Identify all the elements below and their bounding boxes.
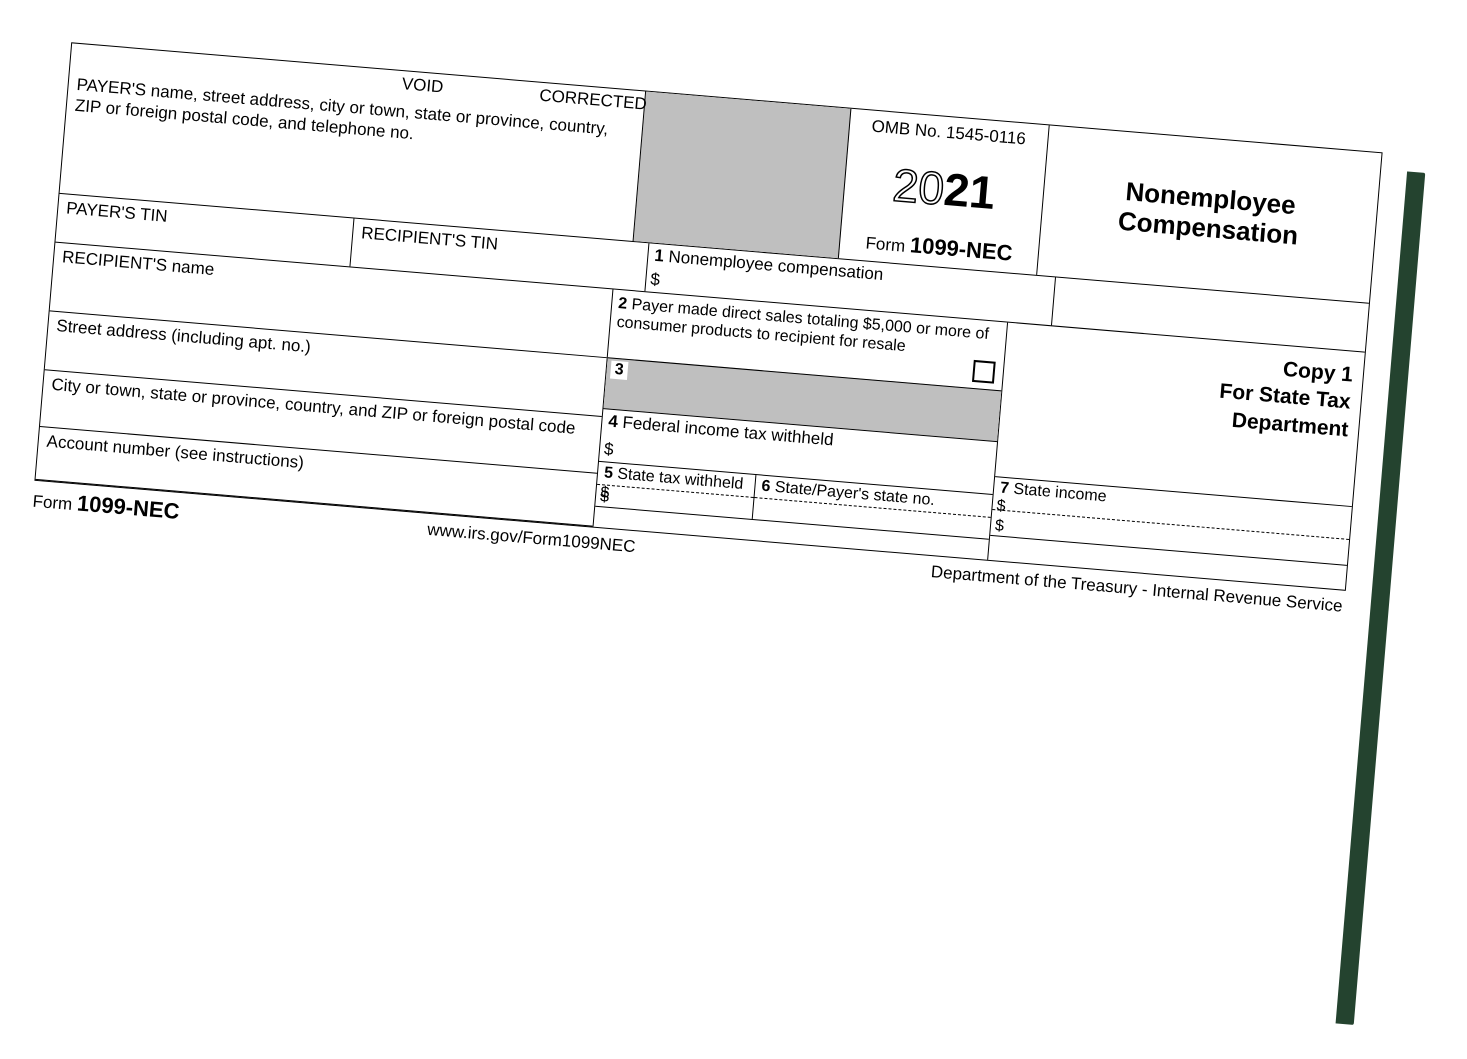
payer-tin-label: PAYER'S TIN	[66, 198, 169, 225]
void-checkbox-group: VOID	[401, 73, 444, 98]
footer-form-code: 1099-NEC	[76, 490, 180, 524]
year-suffix: 21	[942, 163, 997, 219]
gray-block	[634, 92, 852, 259]
form-sheet: VOID CORRECTED PAYER'S name, street addr…	[0, 20, 1410, 1041]
box4-dollar: $	[603, 439, 614, 460]
void-label: VOID	[401, 74, 444, 96]
year-prefix: 20	[891, 159, 946, 215]
box1-number: 1	[654, 246, 665, 266]
box4-number: 4	[608, 412, 619, 432]
box5-number: 5	[603, 464, 613, 482]
box7-dashed	[992, 509, 1349, 540]
box2-number: 2	[618, 295, 628, 313]
omb-year-cell: OMB No. 1545-0116 2021 Form 1099-NEC	[839, 109, 1050, 275]
form-word: Form	[865, 233, 906, 255]
corrected-checkbox-group: CORRECTED	[539, 85, 648, 115]
box7-number: 7	[999, 479, 1009, 497]
box5-dollar2: $	[599, 488, 609, 507]
box7-dollar1: $	[996, 497, 1006, 516]
footer-form-word: Form	[32, 492, 73, 514]
box3-number: 3	[610, 361, 628, 380]
box7-label: State income	[1013, 481, 1107, 506]
box6-number: 6	[761, 478, 771, 496]
omb-number: OMB No. 1545-0116	[853, 115, 1044, 151]
box-7: 7 State income $ $	[990, 476, 1352, 566]
box1-dollar: $	[650, 270, 661, 291]
box2-checkbox[interactable]	[972, 360, 996, 384]
tax-year: 2021	[847, 154, 1041, 224]
corrected-label: CORRECTED	[539, 86, 648, 114]
form-code: 1099-NEC	[909, 232, 1013, 266]
box7-dollar2: $	[994, 517, 1004, 536]
form-title: NonemployeeCompensation	[1037, 125, 1381, 302]
